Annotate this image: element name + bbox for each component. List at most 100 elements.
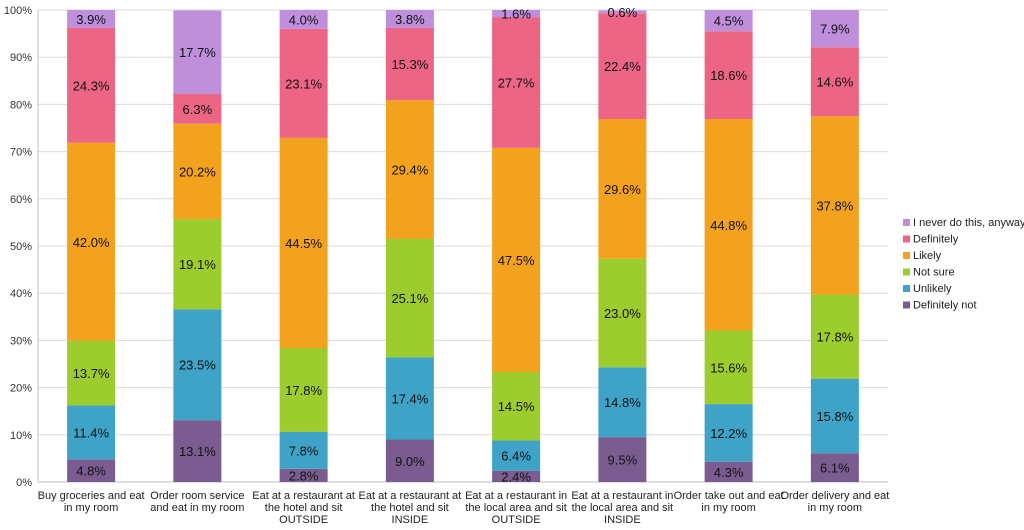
bar-stack: 9.0% 17.4% 25.1% 29.4% 15.3% 3.8% [385, 10, 434, 482]
bar-segment [598, 13, 647, 120]
legend-label: Definitely [913, 234, 959, 246]
bar-segment [385, 357, 434, 440]
y-tick-label: 30% [10, 335, 32, 347]
data-label: 15.3% [391, 57, 428, 72]
data-label: 4.5% [714, 14, 744, 29]
x-category-label: Eat at a restaurant at the hotel and sit I… [359, 490, 462, 526]
legend: I never do this, anyway Definitely Likely N… [903, 217, 1024, 312]
y-tick-label: 80% [10, 99, 32, 111]
data-label: 17.8% [285, 383, 322, 398]
bar-segment [173, 10, 222, 95]
data-label: 3.8% [395, 12, 425, 27]
data-label: 9.5% [608, 453, 638, 468]
bar-stack: 4.8% 11.4% 13.7% 42.0% 24.3% 3.9% [67, 10, 116, 482]
data-label: 20.2% [179, 164, 216, 179]
bar-segment [67, 10, 116, 28]
data-label: 17.4% [391, 391, 428, 406]
data-label: 4.0% [289, 12, 319, 27]
bar-segment [810, 47, 859, 117]
x-category-label: Order room service and eat in my room [150, 490, 244, 514]
bar-segment [492, 10, 541, 18]
data-label: 15.6% [710, 360, 747, 375]
data-label: 7.8% [289, 443, 319, 458]
data-label: 27.7% [498, 75, 535, 90]
data-label: 1.6% [501, 7, 531, 22]
data-label: 44.8% [710, 218, 747, 233]
bar-segment [385, 238, 434, 358]
data-label: 24.3% [73, 78, 110, 93]
data-label: 47.5% [498, 253, 535, 268]
data-label: 14.5% [498, 399, 535, 414]
data-label: 13.1% [179, 444, 216, 459]
data-label: 23.5% [179, 358, 216, 373]
data-label: 2.4% [501, 469, 531, 484]
bar-segment [704, 31, 753, 120]
y-tick-label: 70% [10, 147, 32, 159]
x-category-label: Buy groceries and eat in my room [38, 490, 145, 514]
y-tick-label: 100% [4, 5, 32, 17]
data-label: 4.3% [714, 465, 744, 480]
bar-segment [385, 100, 434, 239]
y-tick-label: 50% [10, 241, 32, 253]
legend-label: Unlikely [913, 283, 952, 295]
bar-stack: 2.4% 6.4% 14.5% 47.5% 27.7% 1.6% [492, 7, 541, 484]
bar-segment [173, 309, 222, 421]
legend-swatch [903, 219, 910, 226]
bar-segment [279, 10, 328, 29]
data-label: 25.1% [391, 291, 428, 306]
bar-segment [279, 468, 328, 482]
data-label: 11.4% [73, 425, 109, 440]
y-tick-label: 20% [10, 383, 32, 395]
bar-stack: 13.1% 23.5% 19.1% 20.2% 6.3% 17.7% [173, 10, 222, 482]
bar-segment [810, 378, 859, 454]
data-label: 44.5% [285, 236, 322, 251]
bar-segment [810, 453, 859, 482]
bar-segment [385, 10, 434, 28]
legend-label: Definitely not [913, 300, 977, 312]
data-label: 13.7% [73, 366, 110, 381]
bar-segment [492, 372, 541, 441]
bar-segment [704, 330, 753, 405]
bar-segment [704, 119, 753, 331]
bar-segment [67, 340, 116, 406]
bar-segment [279, 28, 328, 138]
data-label: 17.8% [816, 330, 853, 345]
x-category-label: Eat at a restaurant in the local area and… [571, 490, 673, 526]
bar-segment [279, 431, 328, 469]
legend-label: I never do this, anyway [913, 217, 1024, 229]
data-label: 42.0% [73, 235, 110, 250]
data-label: 37.8% [816, 198, 853, 213]
y-axis: 0% 10% 20% 30% 40% 50% 60% 70% 80% 90% 100% [4, 5, 888, 489]
data-label: 2.8% [289, 468, 319, 483]
bar-segment [279, 137, 328, 348]
bar-segment [492, 440, 541, 471]
data-label: 9.0% [395, 454, 425, 469]
bar-segment [173, 94, 222, 124]
bar-segment [67, 459, 116, 482]
bar-segment [67, 27, 116, 143]
data-label: 23.0% [604, 306, 641, 321]
data-label: 22.4% [604, 59, 641, 74]
legend-swatch [903, 235, 910, 243]
bar-segment [810, 294, 859, 379]
y-tick-label: 40% [10, 288, 32, 300]
data-label: 14.6% [816, 75, 853, 90]
data-label: 6.1% [820, 461, 850, 476]
bar-segment [704, 461, 753, 482]
data-label: 19.1% [179, 257, 216, 272]
bar-segment [492, 470, 541, 482]
bar-segment [67, 405, 116, 460]
bar-stack: 9.5% 14.8% 23.0% 29.6% 22.4% 0.6% [598, 5, 647, 482]
data-label: 4.8% [76, 464, 106, 479]
bar-segment [598, 258, 647, 368]
data-label: 3.9% [76, 12, 106, 27]
bar-segment [173, 123, 222, 220]
bar-segment [385, 439, 434, 482]
data-label: 17.7% [179, 45, 216, 60]
bar-segment [492, 147, 541, 373]
data-label: 6.3% [183, 102, 213, 117]
bar-segment [598, 437, 647, 482]
data-label: 6.4% [501, 449, 531, 464]
